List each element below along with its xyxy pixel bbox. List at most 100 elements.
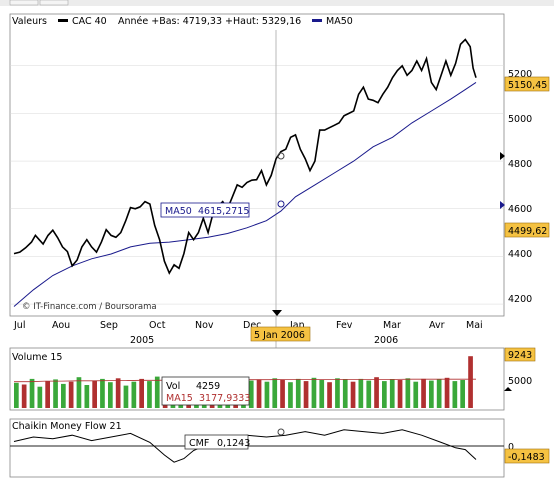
chaikin-panel: Chaikin Money Flow 21 0 -0,1483 CMF 0,12… [9,418,550,478]
volume-bar [358,378,364,408]
month-label: Mar [383,320,401,331]
chaikin-last: -0,1483 [508,452,545,463]
month-label: Aou [52,320,70,331]
legend-cac-swatch [58,19,68,22]
price-panel [9,13,505,348]
volume-bar [303,381,309,408]
volume-bar [405,378,411,408]
month-label: Fev [336,320,353,331]
price-tick: 4800 [508,159,532,170]
volume-bar [327,382,332,408]
month-label: Nov [195,320,214,331]
month-label: Sep [100,320,118,331]
volume-bar [45,381,50,408]
date-axis: Jul Aou Sep Oct Nov Dec Jan Fev Mar Avr … [13,310,483,346]
ma50-tooltip: MA50 4615,2715 [160,202,250,218]
legend: Valeurs CAC 40 Année +Bas: 4719,33 +Haut… [12,16,353,27]
price-tick: 4600 [508,204,532,215]
legend-cac-name: CAC 40 [72,16,107,27]
volume-bar [100,378,105,408]
month-label: Jan [289,320,305,331]
price-tick: 5000 [508,114,532,125]
volume-bar [115,378,121,408]
volume-bar [53,379,58,408]
chaikin-tooltip-value: 0,1243 [217,438,250,449]
legend-ma-name: MA50 [326,16,353,27]
chaikin-tick: 0 [508,442,514,453]
volume-bar [84,385,90,408]
ma-value: 4499,62 [508,226,547,237]
volume-bar [147,381,152,408]
volume-bar [436,379,442,408]
price-axis: 5200 5000 4800 4600 4400 4200 5150,45 44… [500,69,550,305]
legend-valeurs: Valeurs [12,16,47,27]
chaikin-tooltip-label: CMF [189,438,209,449]
volume-bar [295,378,301,408]
volume-title: Volume 15 [12,352,62,363]
price-pointer-icon [500,152,505,160]
volume-bar [21,384,27,408]
ma50-tooltip-label: MA50 [165,206,192,217]
volume-bar [248,380,254,408]
month-label: Jul [13,320,25,331]
volume-bar [311,377,317,408]
cursor-marker-cmf [277,428,285,436]
cursor-date: 5 Jan 2006 [254,330,305,341]
year-label: 2005 [130,335,154,346]
month-label: Mai [466,320,483,331]
volume-bar [154,376,160,408]
volume-bar [444,377,450,408]
volume-tooltip-vol-label: Vol [166,381,180,392]
volume-tooltip-ma-label: MA15 [166,393,193,404]
volume-bar [131,381,137,408]
volume-last-badge [504,347,536,362]
volume-bar [319,380,325,408]
volume-tick: 5000 [508,376,532,387]
month-label: Avr [429,320,445,331]
price-tick: 5200 [508,69,532,80]
volume-bar [342,379,348,408]
volume-bar [366,380,372,408]
cursor-marker-ma [277,200,285,208]
volume-bar [256,379,262,408]
ma50-line [13,81,477,307]
volume-bar [264,381,270,408]
cursor-date-badge [250,326,311,342]
volume-bar [460,380,465,408]
month-label: Dec [243,320,261,331]
volume-bar [139,378,144,408]
toolbar-tab[interactable] [9,0,39,6]
cac40-line [13,38,477,275]
volume-bar [429,380,434,408]
chaikin-title: Chaikin Money Flow 21 [12,421,122,432]
volume-bar [108,382,113,408]
chaikin-tooltip: CMF 0,1243 [184,434,250,450]
ma-pointer-icon [500,201,505,209]
price-tick: 4400 [508,249,532,260]
volume-bar [350,381,356,408]
volume-bar [280,380,285,408]
volume-bar [413,381,419,408]
volume-bar [452,381,458,408]
volume-bar [288,382,293,408]
toolbar-tab[interactable] [39,0,69,6]
volume-tooltip-ma-value: 3177,9333 [199,393,250,404]
year-label: 2006 [374,335,398,346]
volume-tooltip: Vol 4259 MA15 3177,9333 [161,376,250,406]
last-price-badge [504,76,550,92]
volume-last: 9243 [508,350,532,361]
ma-value-badge [504,222,550,238]
volume-bar [92,380,97,408]
volume-bar [68,381,74,408]
volume-bar [397,380,403,408]
legend-range: Année +Bas: 4719,33 +Haut: 5329,16 [118,16,301,27]
volume-pointer-icon [504,387,512,391]
cursor-marker-price [277,152,285,160]
price-tick: 4200 [508,294,532,305]
last-price-value: 5150,45 [508,80,547,91]
volume-bar [123,385,129,408]
legend-ma-swatch [312,19,322,22]
toolbar-strip [0,0,554,6]
volume-bar [61,383,66,408]
